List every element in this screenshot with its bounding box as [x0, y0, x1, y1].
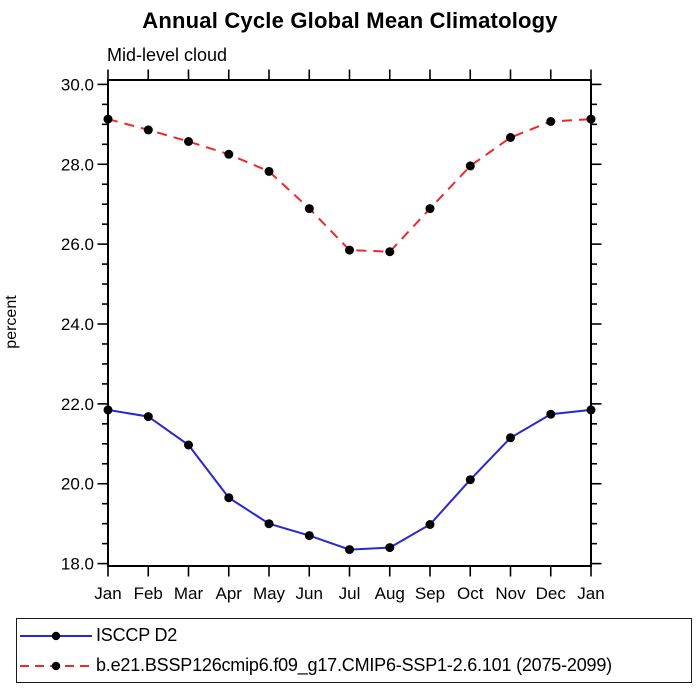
data-point-isccp-d2: [546, 409, 556, 419]
data-point-model-run: [143, 125, 153, 135]
y-tick-label: 24.0: [61, 315, 94, 334]
data-point-isccp-d2: [224, 493, 234, 503]
y-tick-label: 22.0: [61, 395, 94, 414]
data-point-isccp-d2: [103, 405, 113, 415]
x-tick-label: Jan: [577, 584, 604, 603]
data-point-isccp-d2: [465, 475, 475, 485]
data-point-model-run: [345, 245, 354, 255]
x-tick-label: Apr: [216, 584, 243, 603]
data-point-model-run: [184, 137, 193, 146]
data-point-model-run: [506, 133, 515, 142]
data-point-model-run: [304, 204, 314, 214]
chart-subtitle: Mid-level cloud: [107, 45, 228, 65]
x-tick-label: Jul: [339, 584, 361, 603]
data-point-model-run: [224, 149, 234, 159]
legend-item-model-run: b.e21.BSSP126cmip6.f09_g17.CMIP6-SSP1-2.…: [17, 653, 691, 679]
data-point-isccp-d2: [425, 520, 435, 529]
chart-title: Annual Cycle Global Mean Climatology: [142, 8, 558, 33]
data-point-isccp-d2: [385, 543, 395, 553]
legend-line-sample-solid: [20, 631, 92, 640]
y-tick-label: 26.0: [61, 235, 94, 254]
data-point-isccp-d2: [264, 519, 274, 529]
data-point-isccp-d2: [304, 531, 314, 541]
y-tick-label: 18.0: [61, 555, 94, 574]
x-tick-label: Nov: [495, 584, 526, 603]
legend-line-sample-dashed: [20, 661, 92, 670]
series-line-isccp-d2: [107, 408, 592, 551]
plot-frame: [107, 79, 592, 567]
data-point-isccp-d2: [506, 433, 515, 443]
x-tick-label: Oct: [457, 584, 484, 603]
data-point-model-run: [264, 166, 274, 176]
legend-marker-dot: [51, 661, 61, 670]
data-point-isccp-d2: [345, 545, 354, 555]
data-point-model-run: [103, 114, 113, 124]
x-tick-label: Sep: [415, 584, 445, 603]
x-tick-label: Jun: [296, 584, 323, 603]
y-tick-label: 30.0: [61, 75, 94, 94]
legend-label-isccp-d2: ISCCP D2: [96, 625, 178, 645]
legend: ISCCP D2 b.e21.BSSP126cmip6.f09_g17.CMIP…: [16, 618, 692, 683]
data-point-isccp-d2: [586, 405, 596, 415]
data-point-model-run: [385, 247, 395, 257]
legend-label-model-run: b.e21.BSSP126cmip6.f09_g17.CMIP6-SSP1-2.…: [96, 655, 612, 675]
y-tick-label: 20.0: [61, 475, 94, 494]
data-point-isccp-d2: [184, 440, 193, 450]
legend-item-isccp-d2: ISCCP D2: [17, 623, 691, 649]
legend-marker-dot: [51, 631, 61, 640]
data-point-model-run: [425, 204, 435, 214]
data-point-model-run: [546, 117, 556, 126]
x-tick-label: Feb: [134, 584, 163, 603]
x-tick-label: Jan: [94, 584, 121, 603]
data-point-model-run: [465, 161, 475, 171]
y-tick-label: 28.0: [61, 155, 94, 174]
x-tick-label: Dec: [536, 584, 567, 603]
data-point-isccp-d2: [143, 412, 153, 422]
series-line-model-run: [107, 118, 592, 253]
x-tick-label: May: [253, 584, 286, 603]
x-tick-label: Mar: [174, 584, 204, 603]
x-tick-label: Aug: [375, 584, 405, 603]
data-point-model-run: [586, 114, 596, 124]
